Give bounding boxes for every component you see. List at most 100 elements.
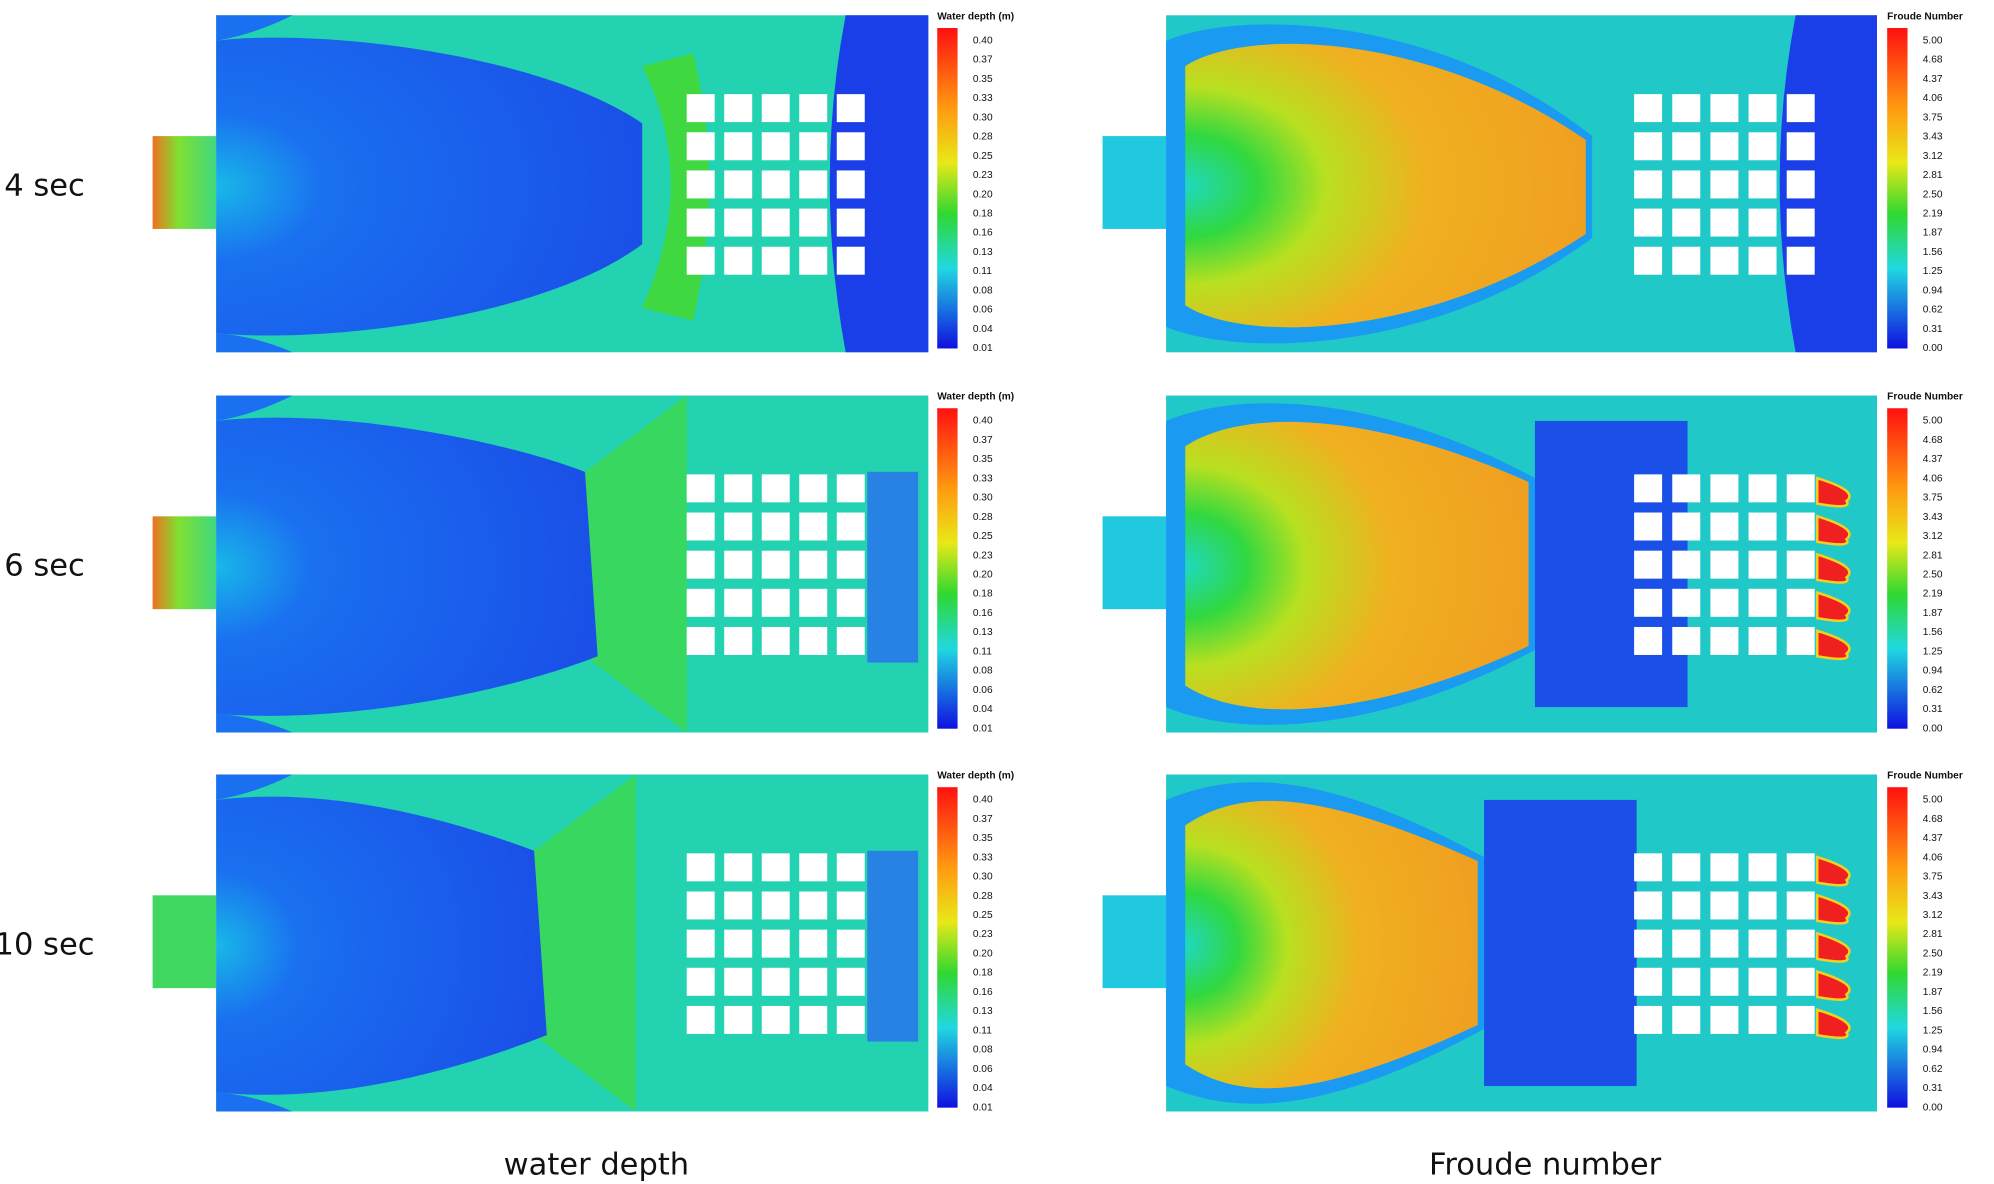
colorbar-tick-label: 0.25 [973, 910, 993, 921]
obstacle [1634, 967, 1663, 996]
colorbar-title: Water depth (m) [937, 391, 1014, 402]
obstacle [761, 246, 790, 275]
column-label: Froude number [1429, 1148, 1662, 1183]
colorbar-tick-label: 0.06 [973, 305, 993, 316]
row-label: 4 sec [4, 168, 85, 203]
obstacle [1710, 474, 1739, 503]
colorbar-tick-label: 2.81 [1923, 929, 1943, 940]
obstacle [1672, 550, 1701, 579]
colorbar-tick-label: 5.00 [1923, 416, 1943, 427]
colorbar-tick-label: 2.19 [1923, 209, 1943, 220]
obstacle [724, 94, 753, 123]
obstacle [1748, 853, 1777, 882]
obstacle [1672, 967, 1701, 996]
panel: Water depth (m) 0.40 0.37 0.35 0.33 0.30 0.28 0… [152, 391, 1014, 734]
obstacle [1786, 132, 1815, 161]
obstacle [686, 132, 715, 161]
colorbar-tick-label: 0.18 [973, 968, 993, 979]
obstacle [1786, 512, 1815, 541]
obstacle [1634, 246, 1663, 275]
colorbar-tick-label: 1.87 [1923, 987, 1943, 998]
colorbar-tick-label: 0.31 [1923, 704, 1943, 715]
obstacle [1634, 208, 1663, 237]
obstacle [1748, 550, 1777, 579]
obstacle [1786, 626, 1815, 655]
panel: Froude Number 5.00 4.68 4.37 4.06 3.75 3.43 3.1… [1102, 11, 1963, 354]
colorbar-tick-label: 3.43 [1923, 132, 1943, 143]
obstacle [1748, 208, 1777, 237]
colorbar-tick-label: 0.37 [973, 814, 993, 825]
obstacle [1710, 1005, 1739, 1034]
colorbar-tick-label: 0.40 [973, 35, 993, 46]
obstacle [761, 891, 790, 920]
obstacle [799, 967, 828, 996]
colorbar-tick-label: 0.31 [1923, 324, 1943, 335]
colorbar-title: Froude Number [1887, 770, 1963, 781]
obstacle [836, 170, 865, 199]
obstacle [836, 891, 865, 920]
obstacle [1786, 929, 1815, 958]
obstacle [1710, 94, 1739, 123]
obstacle [1748, 474, 1777, 503]
obstacle [1672, 474, 1701, 503]
obstacle [836, 853, 865, 882]
obstacle [836, 626, 865, 655]
colorbar-tick-label: 0.23 [973, 550, 993, 561]
obstacle [761, 132, 790, 161]
colorbar-tick-label: 0.62 [1923, 685, 1943, 696]
obstacle [799, 626, 828, 655]
colorbar-tick-label: 3.75 [1923, 112, 1943, 123]
obstacle [761, 626, 790, 655]
colorbar-tick-label: 2.50 [1923, 570, 1943, 581]
obstacle [761, 1005, 790, 1034]
obstacle [836, 588, 865, 617]
colorbar-tick-label: 2.19 [1923, 589, 1943, 600]
colorbar-tick-label: 0.28 [973, 132, 993, 143]
obstacle [724, 208, 753, 237]
obstacle [724, 170, 753, 199]
obstacle [686, 1005, 715, 1034]
obstacle [1710, 967, 1739, 996]
colorbar-tick-label: 0.37 [973, 55, 993, 66]
jet [1815, 590, 1851, 622]
obstacle [1672, 626, 1701, 655]
low-region [1534, 420, 1688, 708]
obstacle [686, 891, 715, 920]
colorbar-tick-label: 5.00 [1923, 795, 1943, 806]
colorbar-tick-label: 3.12 [1923, 151, 1943, 162]
colorbar-tick-label: 4.68 [1923, 435, 1943, 446]
obstacle [761, 208, 790, 237]
obstacle [836, 929, 865, 958]
obstacle [799, 132, 828, 161]
colorbar-tick-label: 4.06 [1923, 473, 1943, 484]
colorbar [937, 408, 958, 729]
obstacle [724, 474, 753, 503]
colorbar-tick-label: 3.75 [1923, 872, 1943, 883]
obstacle [799, 929, 828, 958]
obstacle [1748, 626, 1777, 655]
obstacle [761, 512, 790, 541]
obstacle [1748, 512, 1777, 541]
colorbar-tick-label: 0.16 [973, 987, 993, 998]
colorbar-tick-label: 0.01 [973, 343, 993, 354]
froude-fan [1185, 800, 1478, 1089]
wave-band [534, 774, 636, 1112]
colorbar-tick-label: 0.62 [1923, 305, 1943, 316]
colorbar-tick-label: 2.50 [1923, 189, 1943, 200]
obstacle [1634, 891, 1663, 920]
obstacle [1672, 891, 1701, 920]
obstacle [1672, 1005, 1701, 1034]
colorbar-tick-label: 0.33 [973, 473, 993, 484]
colorbar-tick-label: 0.13 [973, 247, 993, 258]
obstacle [1634, 512, 1663, 541]
obstacle [1786, 94, 1815, 123]
obstacle [761, 588, 790, 617]
obstacle [686, 967, 715, 996]
wave-band [584, 395, 687, 733]
obstacle [1748, 929, 1777, 958]
colorbar-tick-label: 0.28 [973, 891, 993, 902]
colorbar-title: Water depth (m) [937, 770, 1014, 781]
obstacle [1786, 853, 1815, 882]
